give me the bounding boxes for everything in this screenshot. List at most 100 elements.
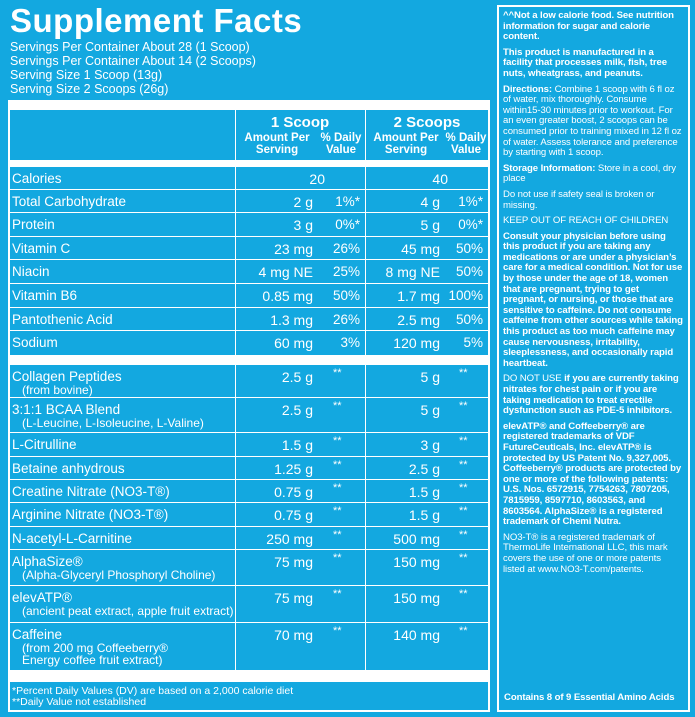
row-name: AlphaSize®: [12, 554, 83, 569]
dv-2-scoops: **: [459, 459, 468, 471]
amount-1-scoop: 1.5 g: [281, 437, 313, 453]
dv-1-scoop: **: [333, 367, 342, 379]
seal-warning: Do not use if safety seal is broken or m…: [503, 188, 655, 211]
amount-1-scoop: 60 mg: [274, 335, 313, 351]
footnote: *Percent Daily Values (DV) are based on …: [12, 685, 294, 697]
dv-2-scoops: **: [459, 625, 468, 637]
dv-1-scoop: **: [333, 505, 342, 517]
row-name: Protein: [12, 217, 55, 232]
amount-2-scoops: 5 g: [420, 369, 440, 385]
dv-1-scoop: 0%*: [335, 217, 360, 232]
table-row: AlphaSize® (Alpha-Glyceryl Phosphoryl Cho…: [10, 550, 488, 586]
amount-2-scoops: 8 mg NE: [385, 264, 440, 280]
dv-2-scoops: **: [459, 400, 468, 412]
dv-2-scoops: 100%: [448, 288, 483, 303]
dv-2-scoops: **: [459, 505, 468, 517]
ingredient-detail: Energy coffee fruit extract): [22, 653, 163, 667]
column-header-row: 1 Scoop Amount Per Serving % Daily Value 2…: [10, 110, 488, 160]
table-row: Niacin 4 mg NE 25% 8 mg NE 50%: [10, 260, 488, 284]
amount-2-scoops: 150 mg: [393, 554, 440, 570]
dv-1-scoop: **: [333, 482, 342, 494]
amino-acid-note: Contains 8 of 9 Essential Amino Acids: [504, 692, 675, 704]
amount-2-scoops: 40: [432, 171, 448, 187]
amount-1-scoop: 75 mg: [274, 590, 313, 606]
table-row: Collagen Peptides (from bovine) 2.5 g ** 5…: [10, 365, 488, 398]
amount-1-scoop: 1.25 g: [274, 461, 313, 477]
dv-1-scoop: **: [333, 625, 342, 637]
amount-2-scoops: 120 mg: [393, 335, 440, 351]
dv-1-scoop: 50%: [332, 288, 360, 303]
divider-bar: [8, 670, 490, 682]
row-name: N-acetyl-L-Carnitine: [12, 531, 133, 546]
dv-2-scoops: 50%: [455, 312, 483, 327]
no3t-note: NO3-T® is a registered trademark of Ther…: [503, 531, 668, 575]
dv-1-scoop: 26%: [332, 241, 360, 256]
table-row: Arginine Nitrate (NO3-T®) 0.75 g ** 1.5 g…: [10, 503, 488, 527]
table-row: Sodium 60 mg 3% 120 mg 5%: [10, 331, 488, 355]
trademark-note: elevATP® and Coffeeberry® are registered…: [503, 420, 682, 528]
row-name: Sodium: [12, 335, 58, 350]
dv-2-scoops: **: [459, 529, 468, 541]
row-name: Betaine anhydrous: [12, 461, 125, 476]
dv-2-scoops: 5%: [463, 335, 483, 350]
row-name: Vitamin B6: [12, 288, 78, 303]
table-row: Total Carbohydrate 2 g 1%* 4 g 1%*: [10, 190, 488, 213]
dv-2-scoops: **: [459, 552, 468, 564]
amount-2-scoops: 2.5 g: [408, 461, 440, 477]
allergen-note: This product is manufactured in a facili…: [503, 46, 667, 79]
row-name: Pantothenic Acid: [12, 312, 113, 327]
ingredient-detail: (from 200 mg Coffeeberry®: [22, 641, 169, 655]
table-row: 3:1:1 BCAA Blend (L-Leucine, L-Isoleucine…: [10, 398, 488, 433]
amount-1-scoop: 250 mg: [266, 531, 313, 547]
row-name: Niacin: [12, 264, 50, 279]
amount-1-scoop: 0.85 mg: [262, 288, 313, 304]
amount-2-scoops: 5 g: [420, 402, 440, 418]
table-row: Caffeine (from 200 mg Coffeeberry® Energy …: [10, 623, 488, 670]
table-row: Vitamin C 23 mg 26% 45 mg 50%: [10, 237, 488, 260]
table-row: Vitamin B6 0.85 mg 50% 1.7 mg 100%: [10, 284, 488, 308]
dv-2-scoops: 0%*: [458, 217, 483, 232]
table-row: Creatine Nitrate (NO3-T®) 0.75 g ** 1.5 g…: [10, 480, 488, 503]
dv-2-scoops: **: [459, 367, 468, 379]
calorie-note: ^^Not a low calorie food. See nutrition …: [503, 10, 674, 43]
amount-1-scoop: 23 mg: [274, 241, 313, 257]
divider-bar: [8, 355, 490, 365]
amount-2-scoops: 1.5 g: [408, 484, 440, 500]
dv-2-scoops: **: [459, 588, 468, 600]
row-name: elevATP®: [12, 590, 72, 605]
dv-2-scoops: 50%: [455, 264, 483, 279]
servings-line: Serving Size 1 Scoop (13g): [10, 68, 163, 82]
dv-1-scoop: 1%*: [335, 194, 360, 209]
dv-1-scoop: 3%: [340, 335, 360, 350]
physician-warning: Consult your physician before using this…: [503, 230, 683, 369]
amount-1-scoop: 4 mg NE: [258, 264, 313, 280]
row-name: Total Carbohydrate: [12, 194, 127, 209]
dv-1-scoop: **: [333, 435, 342, 447]
table-row: Betaine anhydrous 1.25 g ** 2.5 g **: [10, 457, 488, 480]
divider-bar: [8, 100, 490, 110]
table-row: L-Citrulline 1.5 g ** 3 g **: [10, 433, 488, 457]
table-row: Pantothenic Acid 1.3 mg 26% 2.5 mg 50%: [10, 308, 488, 331]
table-row: N-acetyl-L-Carnitine 250 mg ** 500 mg **: [10, 527, 488, 550]
amount-1-scoop: 3 g: [293, 217, 313, 233]
ingredient-detail: (from bovine): [22, 383, 93, 397]
table-row: elevATP® (ancient peat extract, apple fru…: [10, 586, 488, 623]
dv-1-scoop: 25%: [332, 264, 360, 279]
amount-1-scoop: 70 mg: [274, 627, 313, 643]
directions: Directions: Combine 1 scoop with 6 fl oz…: [503, 83, 682, 159]
row-name: Collagen Peptides: [12, 369, 122, 384]
row-name: 3:1:1 BCAA Blend: [12, 402, 121, 417]
header-2-scoops: 2 Scoops Amount Per Serving % Daily Value: [373, 114, 487, 156]
amount-2-scoops: 1.7 mg: [397, 288, 440, 304]
table-row: Calories 20 40: [10, 167, 488, 190]
dv-1-scoop: **: [333, 400, 342, 412]
panel-title: Supplement Facts: [10, 2, 303, 39]
amount-2-scoops: 3 g: [420, 437, 440, 453]
amount-1-scoop: 0.75 g: [274, 484, 313, 500]
dv-1-scoop: 26%: [332, 312, 360, 327]
dv-2-scoops: **: [459, 435, 468, 447]
dv-2-scoops: **: [459, 482, 468, 494]
amount-2-scoops: 500 mg: [393, 531, 440, 547]
row-name: Creatine Nitrate (NO3-T®): [12, 484, 170, 499]
footnotes: *Percent Daily Values (DV) are based on …: [12, 686, 293, 708]
